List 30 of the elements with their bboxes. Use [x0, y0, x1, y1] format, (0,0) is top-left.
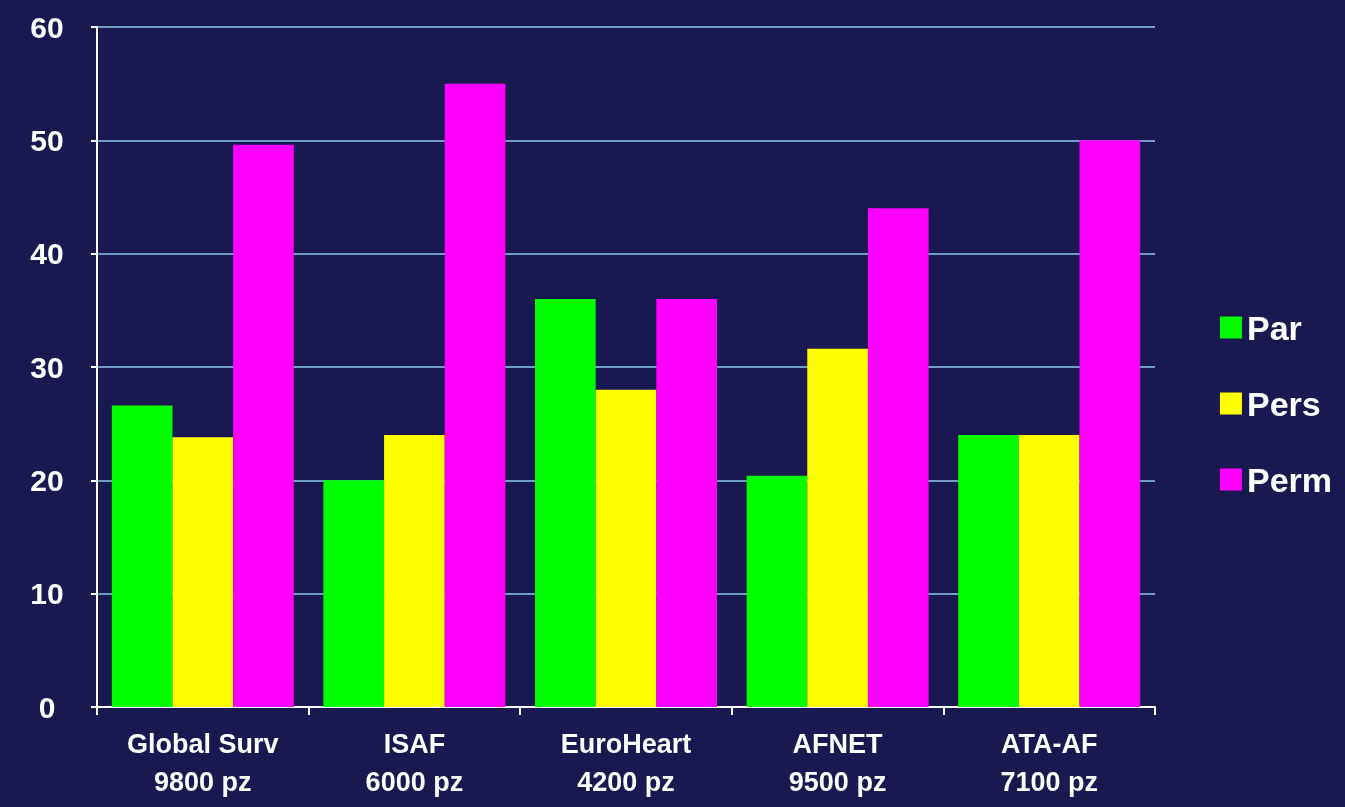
y-tick-label: 40 — [30, 237, 64, 271]
bar — [444, 83, 506, 707]
legend-label: Par — [1246, 308, 1302, 347]
bar — [867, 208, 929, 707]
bar — [595, 389, 657, 707]
legend-label: Perm — [1246, 460, 1333, 499]
bar — [535, 299, 596, 707]
y-tick-label: 20 — [30, 463, 64, 497]
bar — [1018, 435, 1080, 707]
bar — [1079, 140, 1141, 707]
y-tick-label: 50 — [30, 123, 64, 157]
x-tick-label: AFNET 9500 pz — [788, 729, 887, 797]
legend-label: Pers — [1246, 384, 1321, 423]
bar — [323, 480, 385, 707]
x-tick-label: EuroHeart 4200 pz — [560, 729, 692, 797]
bar — [656, 299, 717, 707]
y-tick-label: 30 — [30, 350, 64, 384]
x-tick-label: Global Surv 9800 pz — [127, 729, 279, 797]
y-tick-label: 0 — [38, 690, 56, 724]
x-tick-label: ATA-AF 7100 pz — [1000, 729, 1098, 797]
bar — [958, 435, 1019, 707]
y-tick-label: 60 — [30, 10, 64, 44]
bar — [807, 348, 868, 707]
bar — [746, 475, 808, 707]
y-tick-label: 10 — [30, 577, 64, 611]
x-tick-label: ISAF 6000 pz — [365, 729, 464, 797]
bar — [384, 435, 445, 707]
bar — [233, 144, 294, 707]
bar — [172, 437, 234, 707]
bar — [111, 405, 173, 707]
